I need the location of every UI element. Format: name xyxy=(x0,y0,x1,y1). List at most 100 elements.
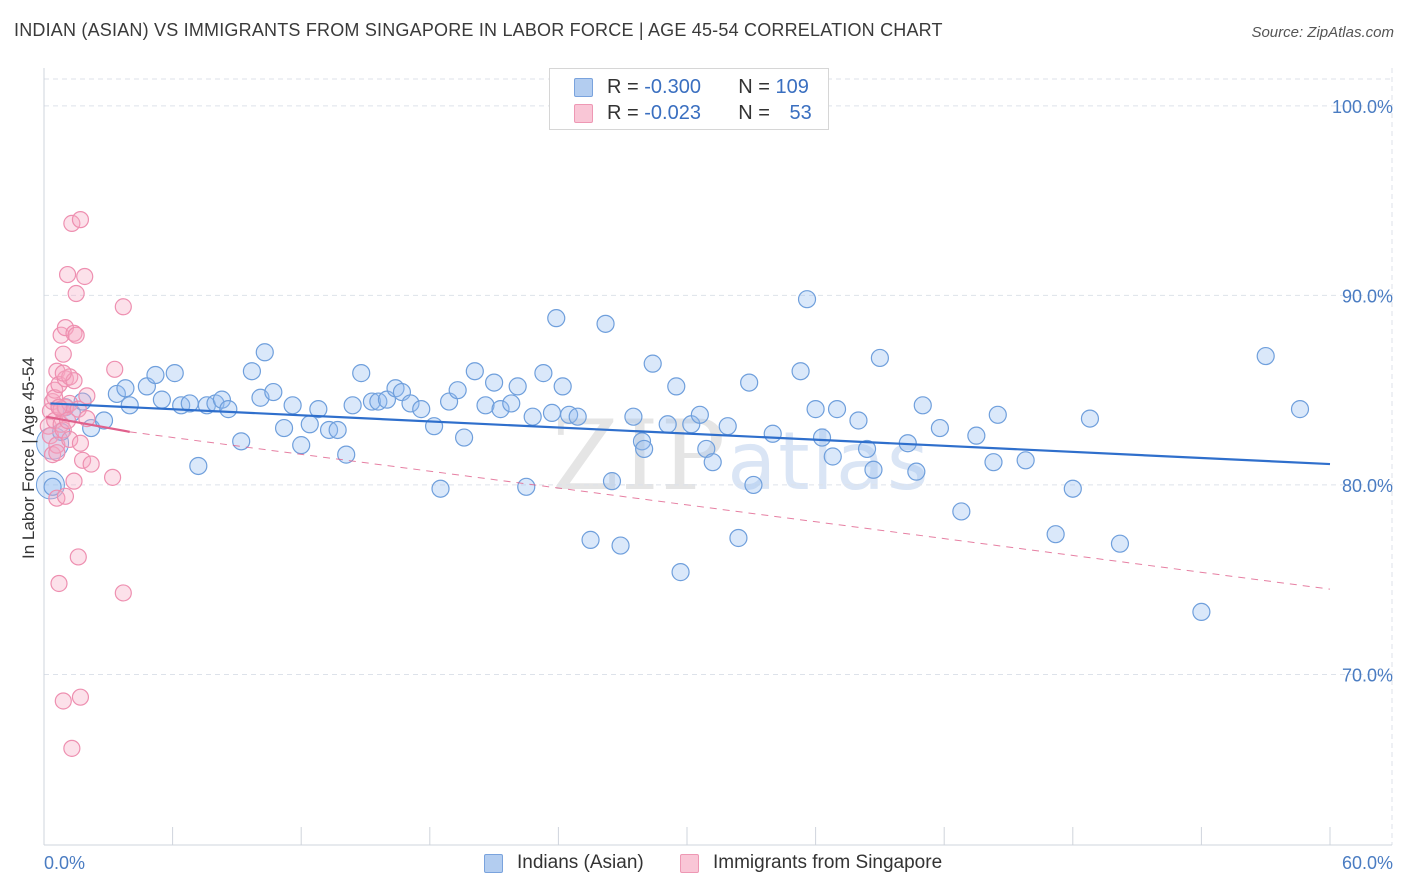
data-point-indians[interactable] xyxy=(300,415,319,434)
data-point-indians[interactable] xyxy=(120,396,139,415)
data-point-indians[interactable] xyxy=(292,436,311,455)
data-point-indians[interactable] xyxy=(791,362,810,381)
data-point-indians[interactable] xyxy=(718,417,737,436)
data-point-indians[interactable] xyxy=(632,432,652,451)
data-point-indians[interactable] xyxy=(812,428,832,447)
data-point-indians[interactable] xyxy=(412,400,431,419)
data-point-indians[interactable] xyxy=(827,400,847,419)
data-point-singapore[interactable] xyxy=(114,584,132,602)
data-point-indians[interactable] xyxy=(1063,479,1082,498)
data-point-singapore[interactable] xyxy=(103,468,122,486)
data-point-singapore[interactable] xyxy=(106,360,124,378)
data-point-indians[interactable] xyxy=(43,477,62,496)
data-point-indians[interactable] xyxy=(424,417,444,436)
data-point-indians[interactable] xyxy=(952,502,971,521)
data-point-indians[interactable] xyxy=(667,377,686,396)
data-point-indians[interactable] xyxy=(431,479,450,498)
data-point-singapore[interactable] xyxy=(48,444,66,462)
data-point-indians[interactable] xyxy=(823,447,842,466)
data-point-indians[interactable] xyxy=(309,400,328,419)
data-point-indians[interactable] xyxy=(690,405,709,424)
data-point-indians[interactable] xyxy=(517,477,536,496)
data-point-indians[interactable] xyxy=(658,415,677,434)
data-point-indians[interactable] xyxy=(1256,346,1275,366)
data-point-singapore[interactable] xyxy=(73,451,92,469)
data-point-indians[interactable] xyxy=(465,362,484,381)
data-point-indians[interactable] xyxy=(485,373,504,392)
data-point-singapore[interactable] xyxy=(58,265,77,284)
data-point-singapore[interactable] xyxy=(54,345,72,363)
data-point-indians[interactable] xyxy=(635,439,654,459)
data-point-indians[interactable] xyxy=(454,428,474,447)
data-point-singapore[interactable] xyxy=(63,739,81,757)
data-point-indians[interactable] xyxy=(596,314,615,333)
data-point-indians[interactable] xyxy=(523,407,542,426)
data-point-indians[interactable] xyxy=(401,394,420,413)
data-point-cluster[interactable] xyxy=(35,470,65,500)
data-point-indians[interactable] xyxy=(508,377,527,396)
data-point-indians[interactable] xyxy=(967,426,986,445)
data-point-indians[interactable] xyxy=(274,418,294,438)
data-point-indians[interactable] xyxy=(553,377,572,396)
data-point-indians[interactable] xyxy=(152,390,171,409)
data-point-indians[interactable] xyxy=(476,396,495,415)
data-point-indians[interactable] xyxy=(146,365,165,385)
data-point-indians[interactable] xyxy=(212,390,231,409)
data-point-singapore[interactable] xyxy=(71,434,90,452)
data-point-indians[interactable] xyxy=(491,400,510,419)
data-point-indians[interactable] xyxy=(534,364,553,383)
data-point-indians[interactable] xyxy=(602,472,622,491)
data-point-indians[interactable] xyxy=(165,364,184,383)
data-point-indians[interactable] xyxy=(219,400,238,419)
data-point-indians[interactable] xyxy=(337,445,356,464)
data-point-singapore[interactable] xyxy=(78,387,96,405)
data-point-indians[interactable] xyxy=(907,462,926,481)
data-point-singapore[interactable] xyxy=(67,326,85,344)
data-point-indians[interactable] xyxy=(264,382,283,402)
data-point-indians[interactable] xyxy=(611,536,630,555)
data-point-singapore[interactable] xyxy=(63,214,81,232)
data-point-indians[interactable] xyxy=(343,396,362,415)
data-point-singapore[interactable] xyxy=(56,487,75,505)
data-point-indians[interactable] xyxy=(547,309,566,328)
data-point-singapore[interactable] xyxy=(82,455,100,473)
data-point-indians[interactable] xyxy=(116,379,135,398)
data-point-indians[interactable] xyxy=(930,418,950,438)
data-point-singapore[interactable] xyxy=(54,364,72,382)
data-point-indians[interactable] xyxy=(1080,409,1100,428)
data-point-indians[interactable] xyxy=(1110,534,1130,553)
data-point-singapore[interactable] xyxy=(114,298,132,316)
data-point-indians[interactable] xyxy=(703,453,722,472)
data-point-indians[interactable] xyxy=(448,381,467,400)
data-point-singapore[interactable] xyxy=(50,574,68,593)
data-point-indians[interactable] xyxy=(763,424,782,443)
data-point-indians[interactable] xyxy=(1046,525,1065,544)
data-point-singapore[interactable] xyxy=(54,421,72,439)
data-point-indians[interactable] xyxy=(255,343,274,362)
data-point-indians[interactable] xyxy=(806,400,825,419)
data-point-singapore[interactable] xyxy=(69,548,87,566)
data-point-indians[interactable] xyxy=(984,453,1003,472)
data-point-singapore[interactable] xyxy=(67,284,85,303)
data-point-indians[interactable] xyxy=(1016,451,1035,470)
data-point-singapore[interactable] xyxy=(71,688,90,706)
data-point-singapore[interactable] xyxy=(65,472,83,490)
data-point-singapore[interactable] xyxy=(61,430,79,449)
data-point-indians[interactable] xyxy=(94,411,114,430)
data-point-indians[interactable] xyxy=(624,407,643,426)
data-point-indians[interactable] xyxy=(328,420,347,440)
data-point-indians[interactable] xyxy=(242,362,262,381)
data-point-indians[interactable] xyxy=(568,407,587,426)
data-point-indians[interactable] xyxy=(643,354,662,373)
data-point-indians[interactable] xyxy=(729,528,748,548)
data-point-singapore[interactable] xyxy=(54,692,72,710)
data-point-indians[interactable] xyxy=(870,348,890,368)
data-point-indians[interactable] xyxy=(352,364,371,383)
data-point-indians[interactable] xyxy=(988,405,1007,424)
data-point-indians[interactable] xyxy=(1290,400,1310,419)
data-point-indians[interactable] xyxy=(542,403,562,423)
data-point-indians[interactable] xyxy=(744,475,763,495)
data-point-indians[interactable] xyxy=(849,411,868,430)
data-point-indians[interactable] xyxy=(189,456,208,476)
data-point-indians[interactable] xyxy=(283,396,302,415)
